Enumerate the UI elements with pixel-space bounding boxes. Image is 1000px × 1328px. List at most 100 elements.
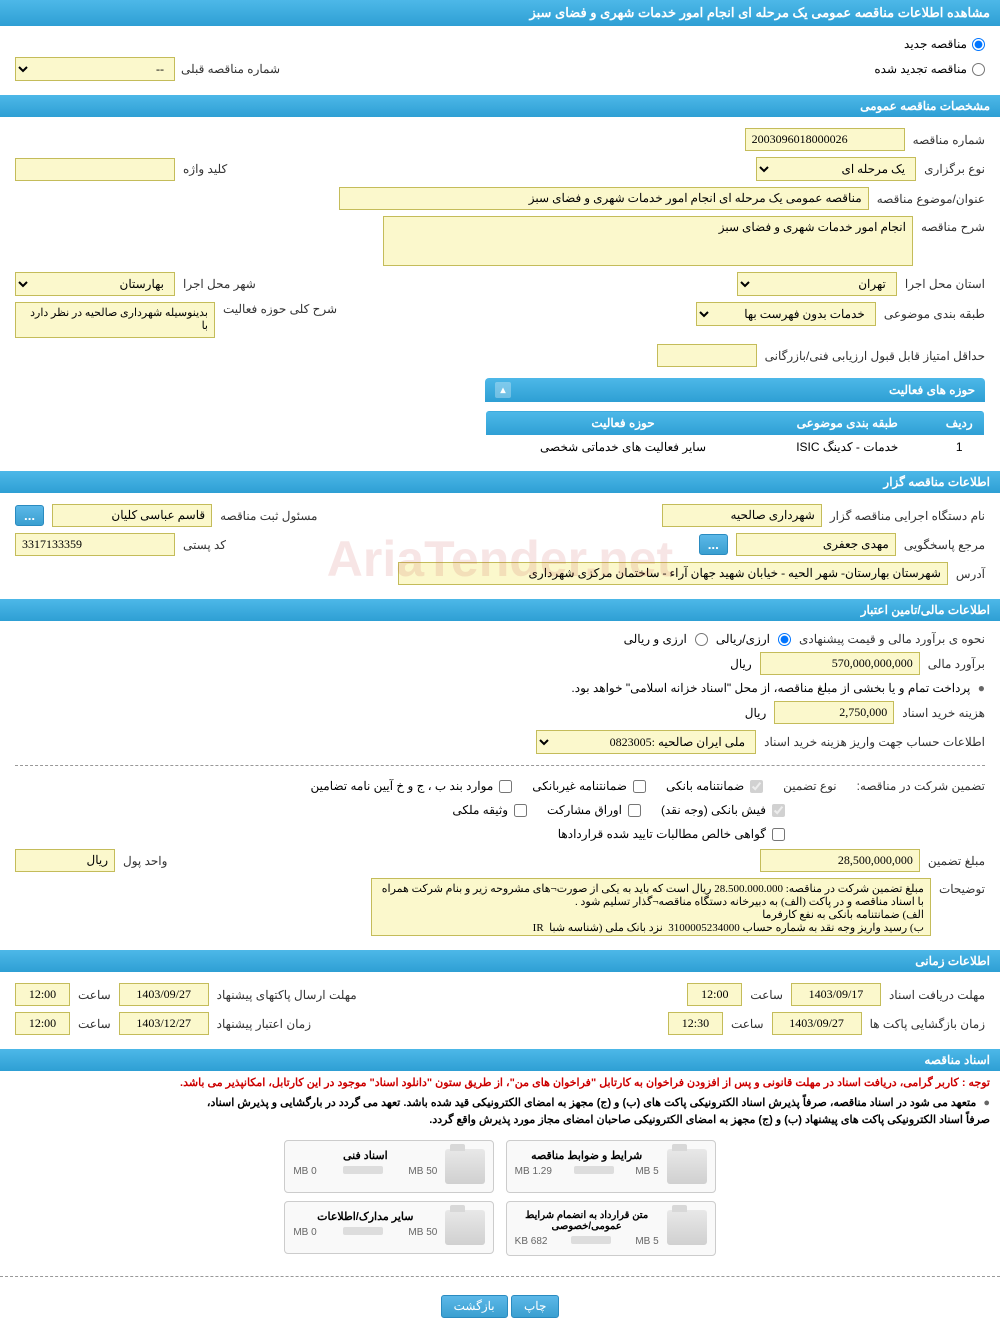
min-score-input[interactable] — [657, 344, 757, 367]
radio-new-tender[interactable] — [972, 38, 985, 51]
type-label: نوع برگزاری — [924, 162, 985, 176]
section-documents: اسناد مناقصه — [0, 1049, 1000, 1071]
file-boxes-container: شرایط و ضوابط مناقصه 5 MB 1.29 MB اسناد … — [0, 1128, 1000, 1268]
cb-bylaw[interactable] — [499, 780, 512, 793]
radio-currency1[interactable] — [778, 633, 791, 646]
account-select[interactable]: ملی ایران صالحیه :0823005 — [536, 730, 756, 754]
time-label1: ساعت — [750, 988, 783, 1002]
account-info-label: اطلاعات حساب جهت واریز هزینه خرید اسناد — [764, 735, 985, 749]
divider — [15, 765, 985, 766]
proposal-deadline-date[interactable] — [119, 983, 209, 1006]
category-select[interactable]: خدمات بدون فهرست بها — [696, 302, 876, 326]
table-row: 1 خدمات - کدینگ ISIC سایر فعالیت های خدم… — [486, 435, 985, 460]
financial-content: نحوه ی برآورد مالی و قیمت پیشنهادی ارزی/… — [0, 621, 1000, 947]
province-select[interactable]: تهران — [737, 272, 897, 296]
estimate-label: برآورد مالی — [928, 657, 985, 671]
opening-date[interactable] — [772, 1012, 862, 1035]
file-box[interactable]: متن قرارداد به انضمام شرایط عمومی/خصوصی … — [506, 1201, 716, 1256]
reg-officer-lookup-button[interactable]: ... — [15, 505, 44, 526]
documents-bold1: ● متعهد می شود در اسناد مناقصه، صرفاً پذ… — [0, 1094, 1000, 1111]
cb-nonbank[interactable] — [633, 780, 646, 793]
opening-label: زمان بازگشایی پاکت ها — [870, 1017, 985, 1031]
notes-label: توضیحات — [939, 878, 985, 896]
doc-deadline-label: مهلت دریافت اسناد — [889, 988, 985, 1002]
validity-label: زمان اعتبار پیشنهاد — [217, 1017, 311, 1031]
footer-buttons: چاپ بازگشت — [0, 1285, 1000, 1328]
estimate-unit: ریال — [730, 657, 752, 671]
org-name-label: نام دستگاه اجرایی مناقصه گزار — [830, 509, 985, 523]
documents-bold2: صرفاً اسناد الکترونیکی پاکت های پیشنهاد … — [0, 1111, 1000, 1128]
type-select[interactable]: یک مرحله ای — [756, 157, 916, 181]
cb-property-label: وثیقه ملکی — [452, 803, 508, 817]
file-title: شرایط و ضوابط مناقصه — [515, 1149, 659, 1162]
collapse-icon[interactable]: ▴ — [495, 382, 511, 398]
cb-property[interactable] — [514, 804, 527, 817]
file-box[interactable]: اسناد فنی 50 MB 0 MB — [284, 1140, 494, 1193]
radio-new-label: مناقصه جدید — [904, 37, 967, 51]
tender-type-section: مناقصه جدید مناقصه تجدید شده شماره مناقص… — [0, 26, 1000, 92]
estimate-input[interactable] — [760, 652, 920, 675]
time-label3: ساعت — [731, 1017, 764, 1031]
keyword-label: کلید واژه — [183, 162, 227, 176]
subject-input[interactable] — [339, 187, 869, 210]
page-title: مشاهده اطلاعات مناقصه عمومی یک مرحله ای … — [529, 5, 990, 20]
time-label4: ساعت — [78, 1017, 111, 1031]
tender-no-input — [745, 128, 905, 151]
contact-lookup-button[interactable]: ... — [699, 534, 728, 555]
page-title-bar: مشاهده اطلاعات مناقصه عمومی یک مرحله ای … — [0, 0, 1000, 26]
cb-claims[interactable] — [772, 828, 785, 841]
validity-date[interactable] — [119, 1012, 209, 1035]
file-used: 1.29 MB — [515, 1166, 552, 1177]
guarantee-label: تضمین شرکت در مناقصه: — [857, 779, 985, 793]
timing-content: مهلت دریافت اسناد ساعت مهلت ارسال پاکتها… — [0, 972, 1000, 1046]
guarantee-amount-input[interactable] — [760, 849, 920, 872]
cb-bank-guarantee[interactable] — [750, 780, 763, 793]
currency1-label: ارزی/ریالی — [716, 632, 770, 646]
postal-input[interactable] — [15, 533, 175, 556]
file-max: 5 MB — [635, 1166, 658, 1177]
contact-input — [736, 533, 896, 556]
guarantee-amount-label: مبلغ تضمین — [928, 854, 985, 868]
activity-scope-textarea[interactable] — [15, 302, 215, 338]
address-label: آدرس — [956, 567, 985, 581]
radio-currency2[interactable] — [695, 633, 708, 646]
file-title: متن قرارداد به انضمام شرایط عمومی/خصوصی — [515, 1210, 659, 1232]
desc-textarea[interactable] — [383, 216, 913, 266]
cb-bonds[interactable] — [628, 804, 641, 817]
activity-scope-label: شرح کلی حوزه فعالیت — [223, 302, 337, 316]
org-name-input — [662, 504, 822, 527]
cb-bank-receipt[interactable] — [772, 804, 785, 817]
keyword-input[interactable] — [15, 158, 175, 181]
category-label: طبقه بندی موضوعی — [884, 307, 985, 321]
purchase-fee-input[interactable] — [774, 701, 894, 724]
folder-icon — [445, 1210, 485, 1245]
cb-bank-guarantee-label: ضمانتنامه بانکی — [666, 779, 744, 793]
validity-time[interactable] — [15, 1012, 70, 1035]
notes-textarea[interactable] — [371, 878, 931, 936]
organizer-content: نام دستگاه اجرایی مناقصه گزار مسئول ثبت … — [0, 493, 1000, 596]
opening-time[interactable] — [668, 1012, 723, 1035]
back-button[interactable]: بازگشت — [441, 1295, 508, 1318]
file-box[interactable]: شرایط و ضوابط مناقصه 5 MB 1.29 MB — [506, 1140, 716, 1193]
file-used: 0 MB — [293, 1166, 316, 1177]
file-max: 50 MB — [408, 1227, 437, 1238]
prev-tender-select[interactable]: -- — [15, 57, 175, 81]
print-button[interactable]: چاپ — [511, 1295, 559, 1318]
min-score-label: حداقل امتیاز قابل قبول ارزیابی فنی/بازرگ… — [765, 349, 985, 363]
prev-tender-label: شماره مناقصه قبلی — [181, 62, 280, 76]
postal-label: کد پستی — [183, 538, 226, 552]
city-select[interactable]: بهارستان — [15, 272, 175, 296]
doc-deadline-time[interactable] — [687, 983, 742, 1006]
general-specs-content: شماره مناقصه نوع برگزاری یک مرحله ای کلی… — [0, 117, 1000, 468]
radio-renewed-tender[interactable] — [972, 63, 985, 76]
file-box[interactable]: سایر مدارک/اطلاعات 50 MB 0 MB — [284, 1201, 494, 1254]
cb-claims-label: گواهی خالص مطالبات تایید شده قراردادها — [558, 827, 766, 841]
proposal-deadline-label: مهلت ارسال پاکتهای پیشنهاد — [217, 988, 357, 1002]
doc-deadline-date[interactable] — [791, 983, 881, 1006]
proposal-deadline-time[interactable] — [15, 983, 70, 1006]
cb-bylaw-label: موارد بند ب ، ج و خ آیین نامه تضامین — [311, 779, 494, 793]
section-organizer: اطلاعات مناقصه گزار — [0, 471, 1000, 493]
reg-officer-input — [52, 504, 212, 527]
documents-notice: توجه : کاربر گرامی، دریافت اسناد در مهلت… — [0, 1071, 1000, 1094]
address-input[interactable] — [398, 562, 948, 585]
